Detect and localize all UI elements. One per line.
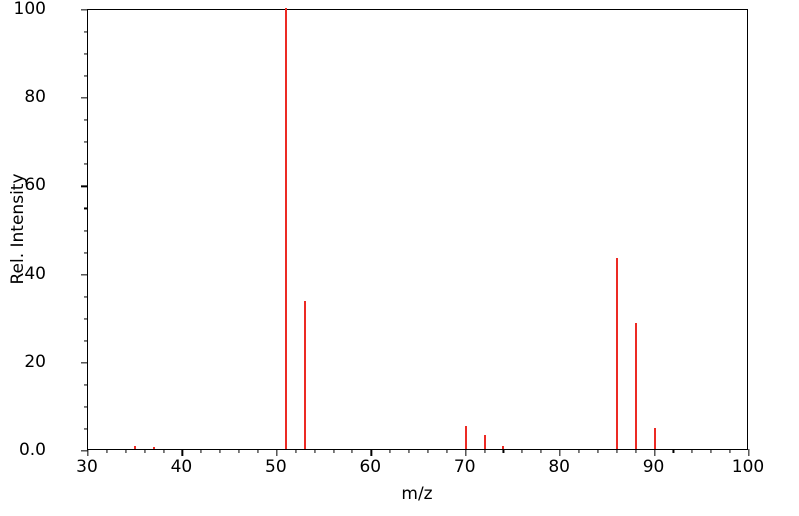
x-axis-major-tick <box>653 449 656 456</box>
spectrum-peak <box>502 445 505 449</box>
x-axis-major-tick <box>559 449 561 456</box>
x-tick-label: 100 <box>731 457 765 477</box>
x-axis-minor-tick <box>332 449 335 453</box>
y-axis-minor-tick <box>84 53 88 55</box>
y-axis-minor-tick <box>84 141 88 143</box>
y-tick-label: 0.0 <box>18 440 46 460</box>
y-tick-label: 40 <box>24 263 46 284</box>
spectrum-peak <box>285 8 288 449</box>
y-axis-minor-tick <box>84 31 88 33</box>
x-tick-label: 60 <box>359 457 382 477</box>
spectrum-peak <box>134 445 137 449</box>
x-axis-minor-tick <box>446 449 448 453</box>
y-axis-minor-tick <box>84 384 88 386</box>
x-axis-minor-tick <box>144 449 146 453</box>
x-axis-minor-tick <box>389 449 391 453</box>
x-tick-label: 90 <box>642 457 665 477</box>
y-axis-minor-tick <box>84 340 88 342</box>
x-axis-major-tick <box>87 449 89 456</box>
y-axis-major-tick <box>81 450 88 452</box>
x-axis-minor-tick <box>729 449 731 453</box>
y-axis-minor-tick <box>84 296 88 298</box>
x-axis-minor-tick <box>540 449 542 453</box>
x-axis-minor-tick <box>635 449 637 453</box>
y-axis-minor-tick <box>84 207 88 209</box>
plot-area <box>81 8 750 456</box>
x-axis-minor-tick <box>125 449 127 453</box>
x-axis-minor-tick <box>616 449 618 453</box>
y-tick-label: 100 <box>13 0 46 19</box>
x-axis-minor-tick <box>484 449 486 453</box>
x-axis-minor-tick <box>106 449 108 453</box>
y-axis-minor-tick <box>84 75 88 77</box>
spectrum-stem-layer <box>88 8 747 449</box>
y-axis-major-tick <box>81 362 88 364</box>
x-axis-minor-tick <box>351 449 353 453</box>
y-axis-major-tick <box>81 185 88 188</box>
y-tick-label: 80 <box>24 87 46 108</box>
x-axis-minor-tick <box>691 449 693 453</box>
x-axis-minor-tick <box>257 449 259 453</box>
x-axis-major-tick <box>748 449 750 456</box>
y-tick-label: 60 <box>24 175 46 196</box>
x-axis-minor-tick <box>295 449 297 453</box>
spectrum-peak <box>153 446 156 449</box>
y-axis-minor-tick <box>84 119 88 121</box>
x-axis-minor-tick <box>408 449 410 453</box>
x-axis-minor-tick <box>502 449 505 453</box>
y-axis-minor-tick <box>84 428 88 430</box>
x-tick-label: 50 <box>265 457 287 477</box>
y-tick-label: 20 <box>24 351 46 372</box>
x-axis-minor-tick <box>578 449 580 453</box>
x-axis-minor-tick <box>162 449 165 453</box>
x-axis-minor-tick <box>597 449 599 453</box>
spectrum-peak <box>304 301 307 449</box>
x-tick-label: 40 <box>170 457 193 477</box>
y-axis-major-tick <box>81 273 88 276</box>
spectrum-peak <box>483 435 486 449</box>
y-axis-minor-tick <box>84 251 88 254</box>
x-axis-major-tick <box>276 449 278 456</box>
x-axis-minor-tick <box>200 449 202 453</box>
y-axis-minor-tick <box>84 318 88 320</box>
spectrum-peak <box>615 257 618 449</box>
x-tick-label: 30 <box>76 457 98 477</box>
y-axis-major-tick <box>81 9 88 11</box>
x-axis-minor-tick <box>427 449 429 453</box>
x-axis-minor-tick <box>238 449 240 453</box>
x-axis-major-tick <box>370 449 372 456</box>
x-axis-minor-tick <box>521 449 523 453</box>
spectrum-peak <box>653 427 656 449</box>
y-axis-major-tick <box>81 97 88 99</box>
x-axis-minor-tick <box>672 449 674 453</box>
y-axis-minor-tick <box>84 229 88 232</box>
x-tick-label: 70 <box>453 457 476 477</box>
spectrum-peak <box>464 426 467 449</box>
x-axis-minor-tick <box>314 449 316 453</box>
x-axis-minor-tick <box>219 449 221 453</box>
x-axis-title: m/z <box>401 484 433 504</box>
spectrum-peak <box>634 322 637 449</box>
y-axis-minor-tick <box>84 406 88 408</box>
x-axis-major-tick <box>181 449 184 456</box>
x-axis-minor-tick <box>710 449 712 453</box>
x-tick-label: 80 <box>548 457 570 477</box>
x-axis-major-tick <box>465 449 467 456</box>
y-axis-minor-tick <box>84 163 88 165</box>
